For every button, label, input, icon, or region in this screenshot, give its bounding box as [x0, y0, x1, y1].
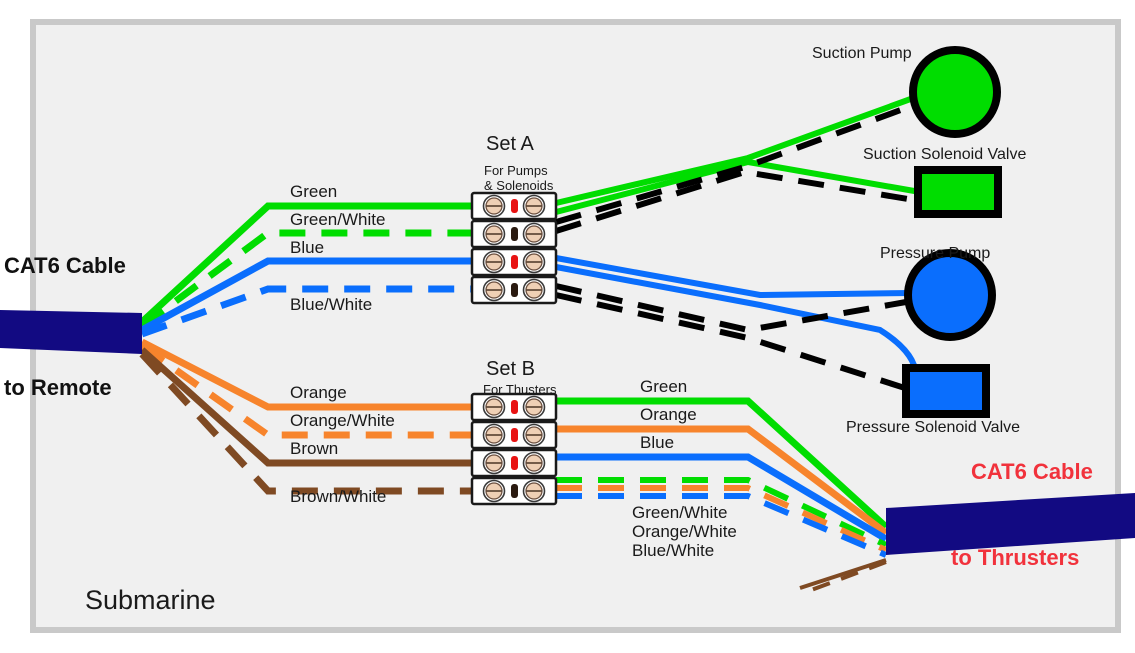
- set-a-subtitle: For Pumps & Solenoids: [484, 163, 554, 193]
- cat6-right-subtitle: to Thrusters: [951, 545, 1080, 570]
- set-b-subtitle: For Thusters: [483, 382, 557, 397]
- wire-green-white-left: [139, 229, 472, 329]
- terminal-block-set-b-1[interactable]: [470, 392, 558, 424]
- cat6-left-title: CAT6 Cable: [4, 253, 126, 278]
- terminal-block-set-a-4[interactable]: [470, 275, 558, 305]
- wire-black-to-suction-pump: [555, 97, 930, 225]
- wire-blue-white-right: [556, 493, 888, 558]
- wire-label-orange: Orange: [290, 383, 347, 402]
- cat6-cable-left: [0, 310, 142, 354]
- terminal-indicator-bar: [511, 283, 518, 297]
- wire-label-brown: Brown: [290, 439, 339, 458]
- device-suction-solenoid-valve[interactable]: [914, 166, 1002, 218]
- device-label-suction-solenoid-valve: Suction Solenoid Valve: [863, 146, 1027, 163]
- wire-label-green: Green: [290, 182, 338, 201]
- wire-brown-left: [139, 347, 472, 467]
- cat6-left-subtitle: to Remote: [4, 375, 112, 400]
- wire-green-to-suction-valve: [555, 158, 921, 215]
- terminal-block-set-b-3[interactable]: [470, 448, 558, 480]
- wire-green-to-suction-pump: [555, 89, 932, 206]
- cat6-cable-right: [886, 493, 1135, 555]
- terminal-indicator-bar: [511, 255, 518, 269]
- terminal-indicator-bar: [511, 484, 518, 498]
- terminal-indicator-bar: [511, 227, 518, 241]
- wire-label-mid-blue: Blue: [640, 433, 675, 452]
- wire-orange-right: [556, 425, 889, 536]
- device-label-pressure-solenoid-valve: Pressure Solenoid Valve: [846, 419, 1021, 436]
- terminal-block-set-a-2[interactable]: [470, 219, 558, 251]
- enclosure-label: Submarine: [85, 585, 216, 615]
- wire-label-blue: Blue: [290, 238, 325, 257]
- wire-black-to-pressure-pump: [555, 283, 907, 334]
- wire-orange-white-left: [139, 343, 472, 439]
- device-pressure-pump[interactable]: [904, 249, 996, 341]
- device-suction-pump[interactable]: [909, 46, 1001, 138]
- device-label-pressure-pump: Pressure Pump: [880, 245, 991, 262]
- wire-label-mid-green: Green: [640, 377, 688, 396]
- wire-brown-white-left: [139, 351, 472, 495]
- wire-label-bundle-green-white: Green/White: [632, 503, 728, 522]
- wire-blue-left: [140, 257, 472, 334]
- wire-label-brown-white: Brown/White: [290, 487, 387, 506]
- terminal-block-set-a-1[interactable]: [470, 191, 558, 223]
- set-a-title: Set A: [486, 133, 534, 155]
- wire-label-bundle-orange-white: Orange/White: [632, 522, 737, 541]
- wire-label-bundle-blue-white: Blue/White: [632, 541, 715, 560]
- wire-blue-white-left: [140, 285, 472, 338]
- wire-label-orange-white: Orange/White: [290, 411, 395, 430]
- terminal-block-set-a-3[interactable]: [470, 247, 558, 279]
- wire-orange-white-right: [556, 485, 888, 553]
- wire-green-left: [139, 202, 472, 325]
- wire-blue-right: [556, 453, 888, 543]
- cat6-right-title: CAT6 Cable: [971, 459, 1093, 484]
- set-b-title: Set B: [486, 358, 535, 380]
- wire-black-to-suction-valve: [555, 168, 921, 234]
- terminal-indicator-bar: [511, 428, 518, 442]
- device-label-suction-pump: Suction Pump: [812, 45, 912, 62]
- wire-orange-left: [140, 338, 472, 411]
- wire-brown-stray-solid: [799, 558, 887, 590]
- wire-black-to-pressure-valve: [555, 292, 909, 392]
- wire-label-green-white: Green/White: [290, 210, 386, 229]
- terminal-indicator-bar: [511, 456, 518, 470]
- wire-green-right: [556, 397, 889, 530]
- wire-green-white-right: [556, 477, 888, 548]
- device-pressure-solenoid-valve[interactable]: [902, 364, 990, 418]
- wire-label-blue-white: Blue/White: [290, 295, 373, 314]
- terminal-indicator-bar: [511, 199, 518, 213]
- terminal-block-set-b-2[interactable]: [470, 420, 558, 452]
- wire-blue-to-pressure-pump: [555, 255, 913, 299]
- wire-brown-stray-dashed: [805, 560, 887, 594]
- wire-label-mid-orange: Orange: [640, 405, 697, 424]
- terminal-block-set-b-4[interactable]: [470, 476, 558, 506]
- terminal-indicator-bar: [511, 400, 518, 414]
